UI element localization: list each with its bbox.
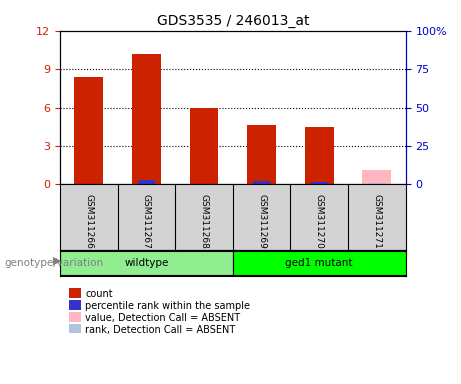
Text: percentile rank within the sample: percentile rank within the sample xyxy=(85,301,250,311)
Text: ged1 mutant: ged1 mutant xyxy=(285,258,353,268)
Text: rank, Detection Call = ABSENT: rank, Detection Call = ABSENT xyxy=(85,324,236,334)
Bar xyxy=(74,77,103,184)
Text: value, Detection Call = ABSENT: value, Detection Call = ABSENT xyxy=(85,313,240,323)
Text: genotype/variation: genotype/variation xyxy=(5,258,104,268)
Text: ▶: ▶ xyxy=(53,256,61,266)
Text: GSM311271: GSM311271 xyxy=(372,194,381,249)
Bar xyxy=(305,127,334,184)
Bar xyxy=(189,108,219,184)
Bar xyxy=(311,182,328,184)
Bar xyxy=(132,54,161,184)
Text: count: count xyxy=(85,289,113,299)
Text: GSM311268: GSM311268 xyxy=(200,194,208,249)
Bar xyxy=(253,181,270,184)
Bar xyxy=(138,180,155,184)
Title: GDS3535 / 246013_at: GDS3535 / 246013_at xyxy=(157,14,309,28)
Text: GSM311269: GSM311269 xyxy=(257,194,266,249)
FancyBboxPatch shape xyxy=(60,251,233,275)
Text: GSM311266: GSM311266 xyxy=(84,194,93,249)
Bar xyxy=(247,126,276,184)
Text: GSM311270: GSM311270 xyxy=(315,194,324,249)
Bar xyxy=(362,170,391,184)
Text: wildtype: wildtype xyxy=(124,258,169,268)
Text: GSM311267: GSM311267 xyxy=(142,194,151,249)
FancyBboxPatch shape xyxy=(233,251,406,275)
